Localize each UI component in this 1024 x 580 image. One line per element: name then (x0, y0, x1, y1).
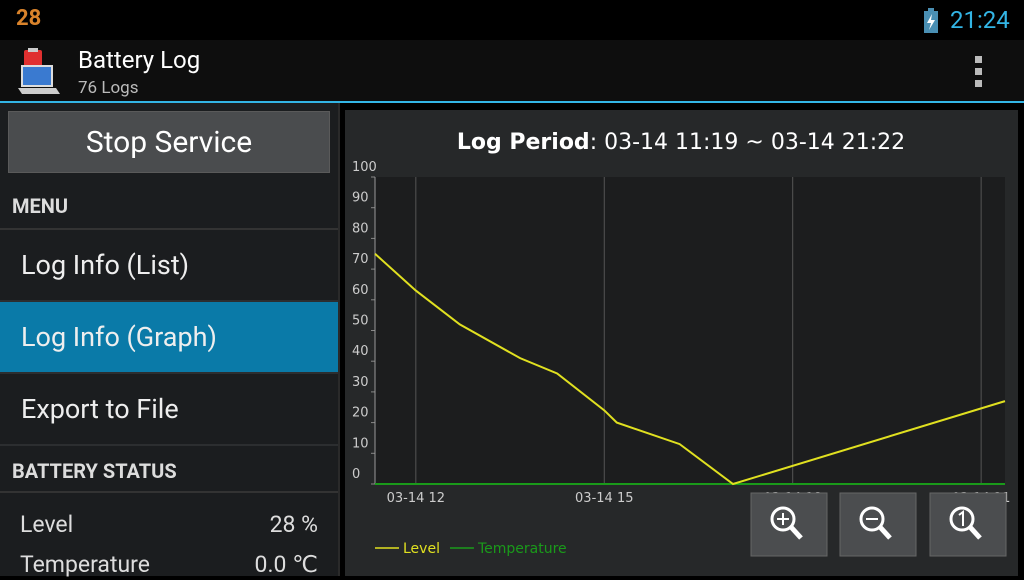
x-tick-label: 03-14 15 (575, 491, 633, 506)
y-tick-label: 60 (352, 283, 369, 298)
status-value: 0.0 ℃ (254, 551, 318, 578)
action-bar: Battery Log 76 Logs (0, 40, 1024, 103)
series-line (374, 253, 1006, 486)
chart-title: Log Period: 03-14 11:19 ~ 03-14 21:22 (457, 130, 905, 155)
zoom-icon (789, 525, 803, 540)
app-title: Battery Log (78, 46, 201, 74)
title-label: Log Period (457, 130, 590, 155)
y-tick-label: 70 (352, 252, 369, 267)
status-label: Level (20, 511, 74, 538)
title-value: : 03-14 11:19 ~ 03-14 21:22 (590, 130, 905, 155)
y-tick-label: 80 (352, 221, 369, 236)
status-number: 28 (16, 6, 42, 31)
separator (0, 300, 338, 302)
legend-label: Level (403, 541, 440, 557)
separator (0, 228, 338, 230)
chart: Log Period: 03-14 11:19 ~ 03-14 21:22 0 1… (352, 130, 1010, 557)
status-label: Temperature (20, 551, 150, 578)
y-tick-label: 40 (352, 344, 369, 359)
chart-panel: Log Period: 03-14 11:19 ~ 03-14 21:22 0 1… (345, 110, 1018, 576)
y-tick-label: 100 (352, 160, 377, 175)
stop-service-button[interactable]: Stop Service (8, 111, 330, 173)
y-tick-label: 30 (352, 375, 369, 390)
overflow-menu[interactable] (972, 54, 986, 90)
separator (0, 491, 338, 493)
y-tick-label: 90 (352, 191, 369, 206)
app-icon (18, 48, 60, 94)
menu-item[interactable]: Log Info (Graph) (0, 302, 338, 372)
sidebar: Stop Service MENU Log Info (List) Log Inf… (0, 103, 340, 578)
x-tick-label: 03-14 12 (387, 491, 445, 506)
legend-label: Temperature (477, 541, 567, 557)
status-value: 28 % (269, 511, 318, 538)
y-tick-label: 10 (352, 436, 369, 451)
zoom-reset-button[interactable] (929, 492, 1007, 557)
zoom-icon (878, 525, 892, 540)
separator (0, 444, 338, 446)
zoom-icon (949, 506, 975, 532)
status-header: BATTERY STATUS (12, 459, 177, 483)
y-tick-label: 0 (352, 467, 360, 482)
menu-item[interactable]: Export to File (21, 393, 179, 425)
zoom-icon (968, 525, 982, 540)
zoom-in-button[interactable] (750, 492, 828, 557)
y-tick-label: 50 (352, 314, 369, 329)
separator (0, 372, 338, 374)
app-subtitle: 76 Logs (78, 78, 139, 98)
menu-item[interactable]: Log Info (List) (21, 249, 190, 281)
zoom-icon (770, 506, 796, 532)
zoom-icon (958, 510, 964, 526)
zoom-out-button[interactable] (839, 492, 917, 557)
status-bar: 28 21:24 (0, 0, 1024, 40)
battery-icon (924, 8, 938, 33)
zoom-icon (859, 506, 885, 532)
clock: 21:24 (950, 6, 1010, 34)
y-tick-label: 20 (352, 406, 369, 421)
menu-header: MENU (12, 194, 69, 218)
